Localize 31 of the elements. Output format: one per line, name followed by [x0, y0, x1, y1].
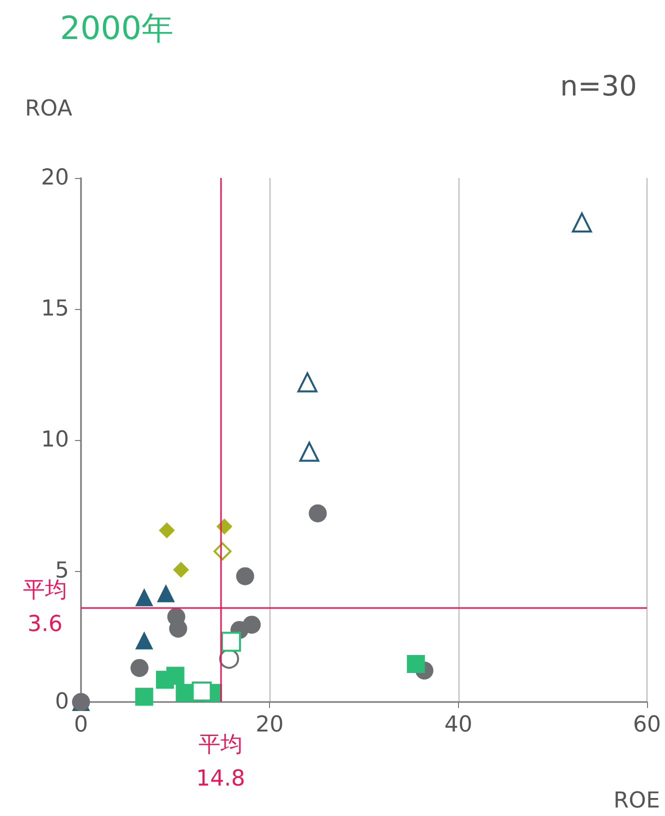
point [572, 212, 592, 233]
point [135, 631, 154, 650]
x-tick-label: 60 [633, 712, 661, 738]
point [192, 682, 212, 702]
point [135, 688, 154, 706]
y-tick-label: 20 [41, 166, 69, 190]
y-tick-label: 10 [41, 428, 69, 452]
y-tick-label: 0 [55, 690, 69, 714]
point [158, 522, 175, 538]
point [220, 632, 241, 652]
point [297, 372, 318, 392]
point [242, 616, 261, 634]
point [308, 504, 327, 522]
point [130, 658, 148, 677]
point [156, 584, 175, 602]
point [172, 562, 189, 578]
point [169, 620, 188, 638]
ref-line-label: 平均 14.8 [196, 732, 246, 792]
point [299, 442, 320, 462]
point [406, 655, 425, 674]
x-tick-label: 0 [74, 712, 88, 738]
y-axis-title: ROA [25, 96, 72, 122]
x-axis-title: ROE [613, 788, 660, 814]
x-tick-label: 40 [444, 712, 472, 738]
point [135, 588, 154, 606]
point [236, 567, 254, 586]
chart-title: 2000年 [60, 9, 174, 47]
x-tick-label: 20 [256, 712, 284, 738]
text: n=30 [560, 70, 638, 102]
y-tick-label: 15 [41, 296, 69, 322]
point [166, 666, 184, 685]
